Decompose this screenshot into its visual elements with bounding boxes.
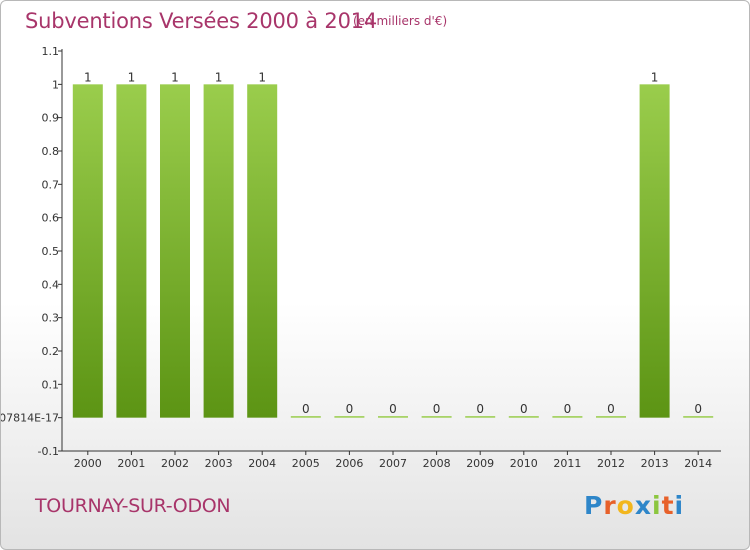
bar-2007 [378, 416, 408, 418]
y-tick-label: 0.7 [42, 178, 60, 191]
value-label: 1 [258, 70, 266, 84]
y-tick-label: 0.8 [42, 145, 60, 158]
bar-2008 [421, 416, 452, 418]
x-tick-label: 2009 [466, 457, 494, 470]
y-tick-label: 1.3877787807814E-17 [1, 412, 59, 425]
commune-name: TOURNAY-SUR-ODON [35, 495, 231, 517]
y-tick-label: 0.2 [42, 345, 60, 358]
value-label: 1 [84, 70, 92, 84]
x-tick-label: 2005 [292, 457, 320, 470]
value-label: 0 [389, 402, 397, 416]
value-label: 1 [171, 70, 179, 84]
logo-letter: o [616, 491, 635, 520]
bar-2004 [247, 84, 278, 418]
logo-letter: x [634, 491, 652, 520]
value-label: 1 [215, 70, 223, 84]
bar-2012 [596, 416, 626, 418]
bar-2003 [203, 84, 234, 418]
bar-2006 [334, 416, 365, 418]
proxiti-logo: Proxiti [584, 491, 684, 520]
value-label: 0 [520, 402, 528, 416]
x-tick-label: 2000 [74, 457, 102, 470]
x-tick-label: 2007 [379, 457, 407, 470]
logo-letter: t [661, 491, 675, 520]
x-tick-label: 2003 [205, 457, 233, 470]
bar-2005 [290, 416, 321, 418]
logo-letter: i [652, 491, 662, 520]
x-tick-label: 2010 [510, 457, 538, 470]
x-tick-label: 2001 [117, 457, 145, 470]
y-tick-label: 1 [52, 78, 59, 91]
bar-2000 [72, 84, 103, 418]
bar-2010 [508, 416, 539, 418]
bar-2002 [160, 84, 190, 418]
value-label: 0 [607, 402, 615, 416]
y-tick-label: 0.1 [42, 378, 60, 391]
value-label: 1 [651, 70, 659, 84]
logo-letter: i [674, 491, 685, 520]
value-label: 0 [346, 402, 354, 416]
bar-2011 [552, 416, 583, 418]
value-label: 0 [302, 402, 310, 416]
x-tick-label: 2012 [597, 457, 625, 470]
x-tick-label: 2006 [335, 457, 363, 470]
value-label: 0 [433, 402, 441, 416]
bar-2013 [639, 84, 670, 418]
x-tick-label: 2004 [248, 457, 276, 470]
value-label: 0 [564, 402, 572, 416]
bar-2014 [683, 416, 714, 418]
logo-letter: P [584, 491, 604, 520]
x-tick-label: 2013 [641, 457, 669, 470]
value-label: 0 [476, 402, 484, 416]
y-tick-label: 0.3 [42, 312, 60, 325]
y-tick-label: 0.4 [42, 278, 60, 291]
y-tick-label: 0.5 [42, 245, 60, 258]
bar-2009 [465, 416, 496, 418]
y-tick-label: 0.9 [42, 112, 60, 125]
x-tick-label: 2014 [684, 457, 712, 470]
value-label: 0 [694, 402, 702, 416]
logo-letter: r [603, 491, 617, 520]
y-tick-label: -0.1 [38, 445, 59, 458]
bar-2001 [116, 84, 147, 418]
x-tick-label: 2011 [553, 457, 581, 470]
bars: 1 1 1 1 1 0 0 0 0 0 0 0 0 1 0 [72, 70, 714, 418]
x-tick-label: 2002 [161, 457, 189, 470]
axes: 1.1 1 0.9 0.8 0.7 0.6 0.5 0.4 0.3 0.2 0.1 1.3877787… [1, 45, 721, 470]
value-label: 1 [128, 70, 136, 84]
chart-unit: (en milliers d'€) [353, 14, 448, 28]
y-tick-label: 0.6 [42, 212, 60, 225]
chart-title: Subventions Versées 2000 à 2014 [25, 9, 378, 33]
y-tick-label: 1.1 [42, 45, 60, 58]
x-tick-label: 2008 [423, 457, 451, 470]
